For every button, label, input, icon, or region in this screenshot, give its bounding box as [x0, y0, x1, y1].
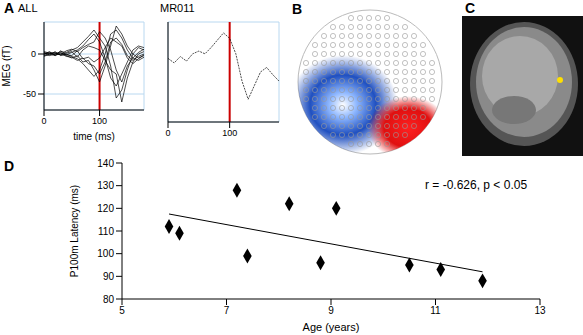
- svg-text:9: 9: [328, 305, 334, 316]
- svg-text:MEG (fT): MEG (fT): [1, 45, 12, 86]
- svg-text:time (ms): time (ms): [73, 131, 115, 142]
- svg-text:140: 140: [97, 158, 114, 169]
- svg-text:P100m Latency (ms): P100m Latency (ms): [69, 185, 80, 277]
- svg-text:120: 120: [97, 203, 114, 214]
- svg-text:80: 80: [103, 294, 115, 305]
- html-text:r = -0.626, p < 0.05: r = -0.626, p < 0.05: [425, 178, 528, 192]
- svg-text:13: 13: [534, 305, 546, 316]
- svg-text:100: 100: [97, 248, 114, 259]
- svg-text:100: 100: [92, 116, 107, 126]
- svg-text:5: 5: [119, 305, 125, 316]
- html-text:D: D: [4, 158, 15, 174]
- svg-text:Age (years): Age (years): [303, 321, 360, 333]
- svg-text:100: 100: [222, 128, 237, 138]
- svg-text:0: 0: [41, 116, 46, 126]
- svg-text:90: 90: [103, 271, 115, 282]
- html-text:A ALL: A ALL: [4, 0, 38, 16]
- svg-text:-50: -50: [23, 89, 36, 99]
- svg-text:130: 130: [97, 180, 114, 191]
- svg-text:11: 11: [430, 305, 441, 316]
- svg-text:110: 110: [98, 226, 114, 237]
- html-text:MR011: MR011: [160, 2, 195, 14]
- svg-text:7: 7: [224, 305, 230, 316]
- svg-text:0: 0: [31, 49, 36, 59]
- svg-text:0: 0: [165, 128, 170, 138]
- svg-text:C: C: [465, 0, 475, 16]
- svg-text:B: B: [292, 1, 302, 17]
